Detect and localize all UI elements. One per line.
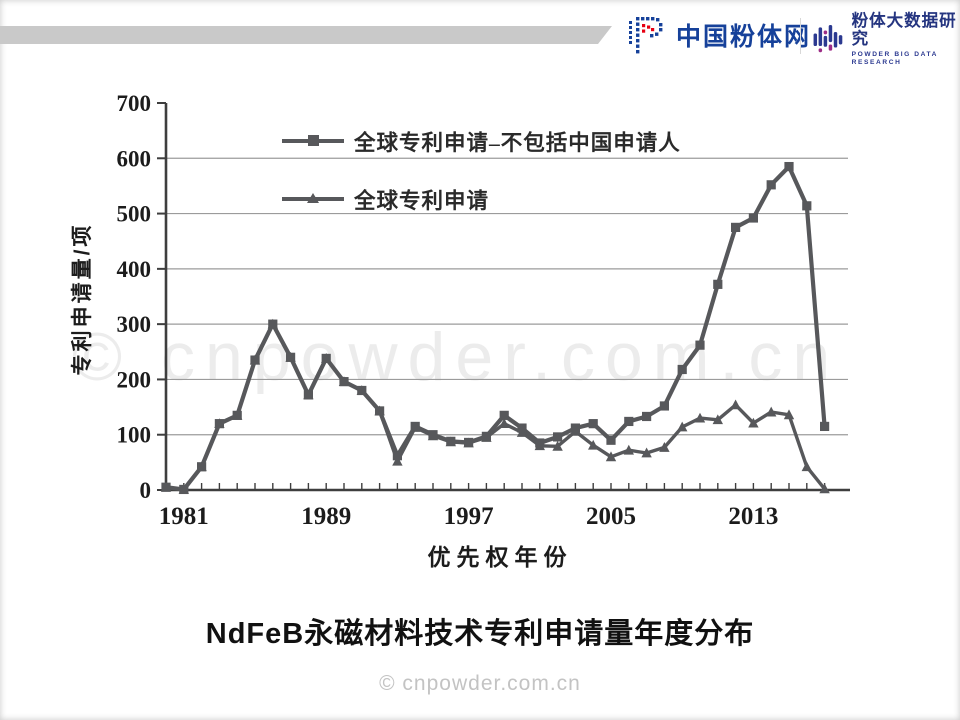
brand-cnpowder: 中国粉体网 — [628, 14, 811, 56]
brand-powder-big-data-subtitle: POWDER BIG DATA RESEARCH — [851, 51, 938, 66]
y-tick-label: 0 — [140, 478, 152, 503]
series-line-global — [165, 322, 826, 492]
data-point-square — [481, 431, 491, 441]
legend-entry-global: 全球专利申请 — [282, 170, 681, 228]
data-point-square — [588, 419, 598, 429]
data-point-square — [713, 279, 723, 289]
brand-powder-big-data-name: 粉体大数据研究 — [851, 12, 957, 49]
y-tick-label: 100 — [117, 423, 152, 448]
x-tick-label: 1989 — [301, 503, 351, 530]
data-point-square — [642, 411, 652, 422]
brand-powder-big-data: 粉体大数据研究 POWDER BIG DATA RESEARCH — [812, 12, 960, 66]
data-point-square — [250, 355, 260, 365]
data-point-square — [375, 406, 385, 416]
data-point-triangle — [392, 455, 403, 466]
y-tick-label: 400 — [117, 257, 152, 282]
data-point-square — [410, 421, 420, 432]
data-point-square — [677, 364, 687, 375]
data-point-square — [784, 161, 794, 172]
data-point-square — [232, 410, 242, 420]
data-point-triangle — [552, 440, 563, 451]
y-tick-label: 600 — [117, 146, 152, 171]
data-point-square — [286, 352, 296, 362]
data-point-square — [748, 213, 758, 223]
data-point-triangle — [712, 414, 723, 425]
data-point-triangle — [588, 439, 599, 450]
data-point-triangle — [730, 399, 741, 410]
footer-copyright: © cnpowder.com.cn — [379, 672, 581, 695]
data-point-square — [303, 390, 313, 400]
x-axis-title: 优先权年份 — [427, 544, 573, 570]
data-point-triangle — [748, 417, 759, 428]
data-point-square — [446, 436, 456, 446]
bar-chart-logo-icon — [813, 24, 843, 53]
data-point-square — [268, 319, 278, 329]
data-point-square — [392, 451, 402, 461]
data-point-square — [570, 423, 580, 433]
chart-legend: 全球专利申请–不包括中国申请人 全球专利申请 — [282, 112, 681, 228]
data-point-square — [517, 423, 527, 433]
data-point-triangle — [605, 451, 617, 462]
data-point-triangle — [641, 447, 652, 458]
chart-caption: NdFeB永磁材料技术专利申请量年度分布 — [205, 618, 755, 650]
data-point-square — [802, 201, 812, 211]
data-point-square — [624, 416, 634, 427]
data-point-triangle — [499, 418, 510, 429]
patent-trend-line-chart: 0 100 200 300 400 500 600 700 1981 1989 1997 2005 20… — [117, 91, 850, 530]
data-point-triangle — [677, 421, 688, 432]
data-point-triangle — [659, 442, 670, 452]
data-point-triangle — [819, 483, 830, 494]
y-tick-label: 300 — [117, 312, 152, 337]
y-tick-label: 500 — [117, 202, 152, 227]
data-point-square — [357, 385, 367, 396]
data-point-square — [535, 438, 545, 448]
data-point-square — [179, 484, 189, 495]
legend-entry-excl-china: 全球专利申请–不包括中国申请人 — [282, 112, 681, 170]
data-point-square — [731, 222, 741, 232]
header-gray-band — [0, 26, 612, 44]
x-tick-label: 2013 — [728, 503, 778, 530]
data-point-square — [197, 462, 207, 472]
data-point-square — [214, 419, 224, 429]
y-axis-title: 专利申请量/项 — [71, 222, 94, 376]
data-point-square — [428, 430, 438, 440]
data-point-triangle — [766, 406, 777, 417]
data-point-square — [464, 437, 474, 448]
data-point-square — [766, 180, 776, 190]
brand-cnpowder-name: 中国粉体网 — [676, 23, 812, 51]
x-tick-label: 1997 — [444, 503, 494, 530]
data-point-square — [659, 401, 669, 411]
triangle-marker-icon — [307, 193, 319, 204]
y-tick-label: 700 — [117, 91, 152, 116]
square-marker-icon — [308, 135, 319, 147]
data-point-triangle — [783, 409, 795, 420]
data-point-square — [339, 377, 349, 387]
data-point-square — [553, 432, 563, 442]
brand-divider — [800, 18, 801, 54]
legend-label-global: 全球专利申请 — [354, 188, 490, 213]
legend-label-excl-china: 全球专利申请–不包括中国申请人 — [354, 130, 681, 155]
x-tick-label: 2005 — [586, 503, 636, 530]
series-line-excl-china — [165, 164, 827, 492]
legend-line-sample — [282, 135, 344, 147]
data-point-square — [606, 435, 616, 445]
data-point-square — [161, 482, 171, 492]
data-point-triangle — [694, 412, 706, 423]
y-tick-label: 200 — [117, 367, 152, 392]
data-point-triangle — [801, 461, 812, 472]
data-point-square — [321, 353, 331, 364]
data-point-square — [695, 340, 705, 350]
data-point-square — [820, 421, 830, 432]
legend-line-sample — [282, 193, 344, 204]
cnpowder-dot-p-icon — [629, 17, 663, 54]
chart-area: © cnpowder.com.cn 0 100 200 300 400 500 600 700… — [71, 91, 850, 570]
x-tick-label: 1981 — [159, 503, 209, 530]
data-point-triangle — [623, 444, 634, 455]
data-point-square — [499, 410, 509, 420]
